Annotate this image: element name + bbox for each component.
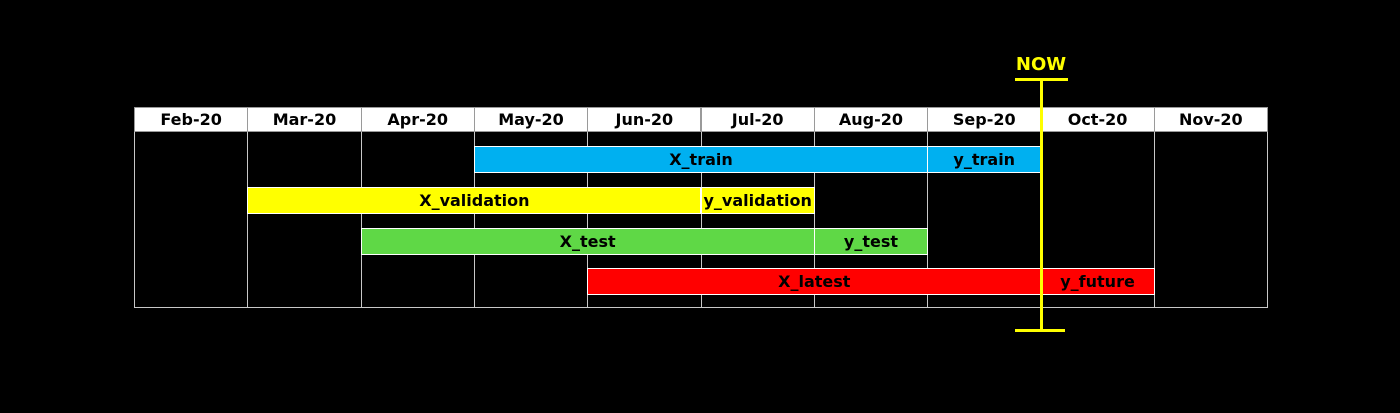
month-header-mar-20: Mar-20 — [247, 107, 362, 132]
month-header-apr-20: Apr-20 — [360, 107, 475, 132]
now-label: NOW — [1015, 54, 1067, 75]
grid-column-line — [247, 132, 249, 308]
grid-column-line — [700, 132, 702, 308]
now-marker-top-cap — [1015, 78, 1068, 81]
month-header-nov-20: Nov-20 — [1153, 107, 1268, 132]
bar-x-latest: X_latest — [587, 268, 1042, 295]
grid-column-line — [927, 132, 929, 308]
month-header-oct-20: Oct-20 — [1040, 107, 1155, 132]
month-header-jul-20: Jul-20 — [700, 107, 815, 132]
grid-column-line — [134, 132, 135, 308]
month-header-aug-20: Aug-20 — [813, 107, 929, 132]
bar-y-validation: y_validation — [700, 187, 815, 214]
bar-y-future: y_future — [1040, 268, 1155, 295]
grid-column-line — [1267, 132, 1268, 308]
bar-x-train: X_train — [473, 146, 929, 173]
bar-y-test: y_test — [813, 228, 929, 255]
grid-column-line — [1153, 132, 1155, 308]
bar-x-validation: X_validation — [247, 187, 702, 214]
month-header-feb-20: Feb-20 — [134, 107, 249, 132]
grid-column-line — [813, 132, 815, 308]
month-header-sep-20: Sep-20 — [927, 107, 1042, 132]
grid-column-line — [587, 132, 589, 308]
month-header-jun-20: Jun-20 — [587, 107, 702, 132]
bar-y-train: y_train — [927, 146, 1042, 173]
bar-x-test: X_test — [360, 228, 815, 255]
month-header-may-20: May-20 — [473, 107, 589, 132]
grid-column-line — [473, 132, 475, 308]
grid-bottom-line — [134, 307, 1268, 308]
grid-column-line — [360, 132, 362, 308]
now-marker-line — [1040, 80, 1043, 331]
now-marker-bottom-cap — [1015, 329, 1065, 332]
